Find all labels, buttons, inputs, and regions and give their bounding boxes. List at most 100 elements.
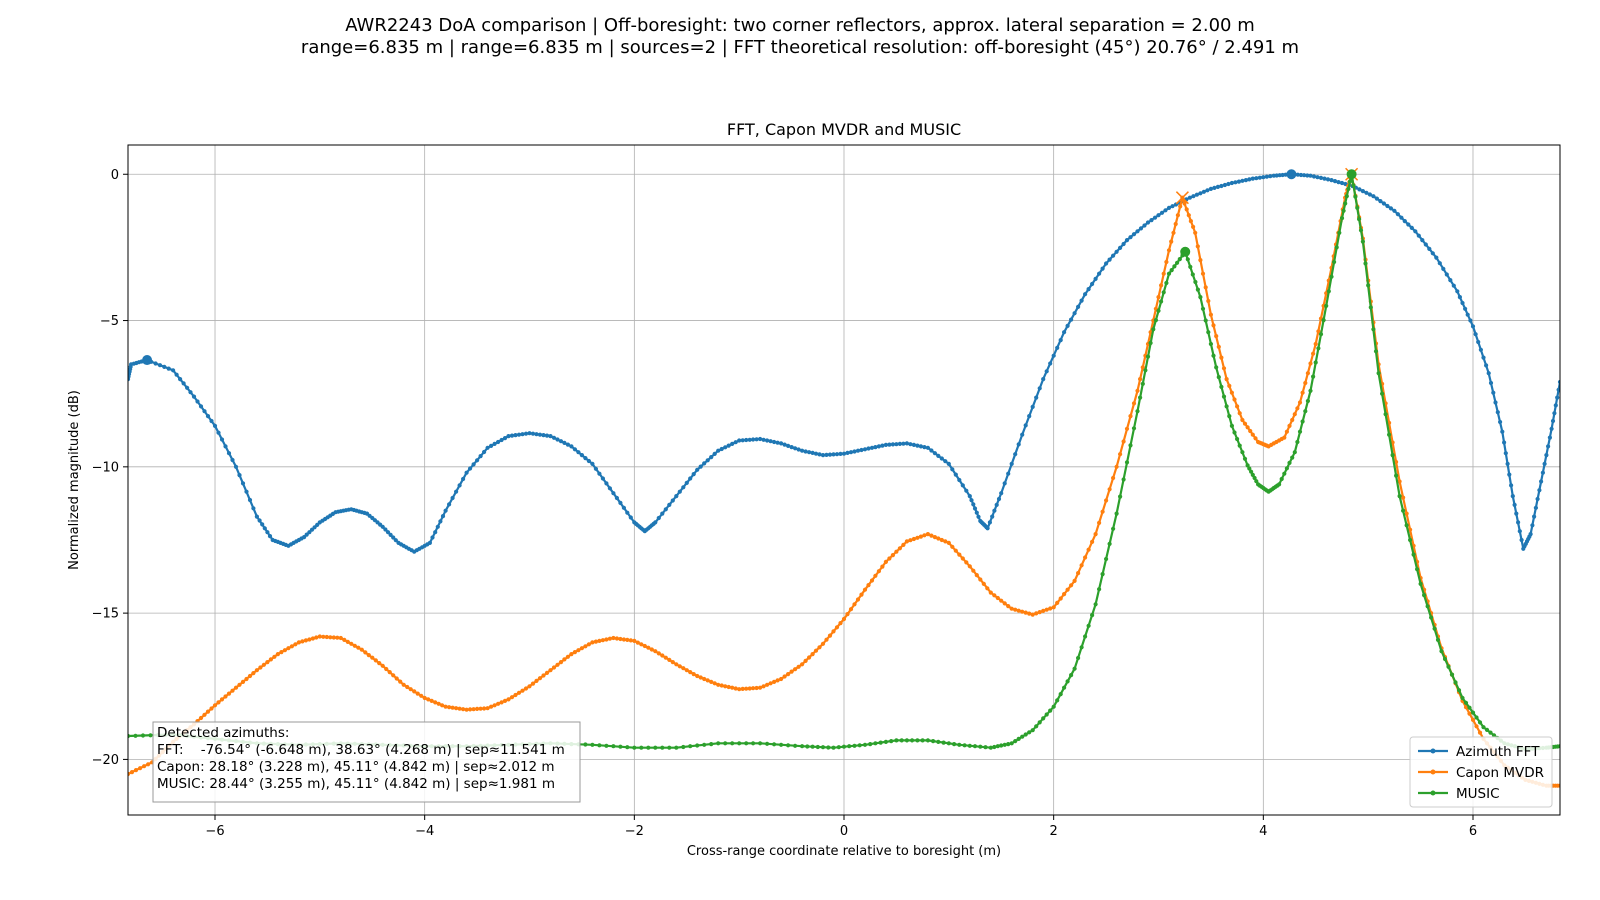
series-point xyxy=(1318,175,1324,180)
series-point xyxy=(523,686,529,691)
series-point xyxy=(1187,195,1192,200)
series-point xyxy=(198,404,204,409)
series-point xyxy=(1500,429,1505,434)
series-point xyxy=(1284,466,1289,471)
series-point xyxy=(899,738,904,743)
series-point xyxy=(862,587,868,592)
series-point xyxy=(230,457,235,463)
series-point xyxy=(1247,466,1252,471)
series-point xyxy=(1470,717,1476,723)
series-point xyxy=(667,745,672,750)
series-point xyxy=(889,739,894,744)
series-point xyxy=(383,527,388,532)
series-point xyxy=(244,489,249,494)
series-point xyxy=(1076,571,1081,576)
series-point xyxy=(709,455,714,460)
series-point xyxy=(827,633,833,638)
series-point xyxy=(356,645,361,650)
series-point xyxy=(1392,208,1397,213)
series-point xyxy=(800,662,805,667)
series-point xyxy=(289,644,294,649)
series-point xyxy=(719,446,724,452)
series-point xyxy=(1083,555,1088,560)
series-point xyxy=(1086,623,1091,628)
series-point xyxy=(866,583,871,588)
series-point xyxy=(1552,411,1557,416)
series-point xyxy=(1254,176,1259,181)
series-point xyxy=(628,638,633,643)
series-point xyxy=(1243,178,1248,183)
series-point xyxy=(841,451,847,456)
series-point xyxy=(544,433,550,438)
series-point xyxy=(901,542,906,548)
series-point xyxy=(146,762,151,767)
series-point xyxy=(548,434,553,439)
series-point xyxy=(541,433,546,438)
series-point xyxy=(981,581,986,587)
series-point xyxy=(1423,242,1428,247)
series-point xyxy=(1156,308,1161,313)
series-point xyxy=(401,682,406,687)
annotation-line-fft: FFT: -76.54° (-6.648 m), 38.63° (4.268 m… xyxy=(157,742,565,758)
series-point xyxy=(1051,605,1056,610)
series-point xyxy=(660,653,665,658)
series-point xyxy=(1542,461,1547,466)
series-point xyxy=(1156,213,1161,218)
series-point xyxy=(1557,379,1560,385)
series-point xyxy=(257,518,262,523)
series-point xyxy=(1556,387,1560,392)
series-point xyxy=(1446,664,1451,669)
series-point xyxy=(230,688,235,693)
series-point xyxy=(918,534,924,539)
series-point xyxy=(551,435,557,440)
series-point xyxy=(848,450,854,455)
series-point xyxy=(551,665,557,670)
series-point xyxy=(558,439,564,444)
series-point xyxy=(649,647,654,652)
series-point xyxy=(565,442,571,447)
series-point xyxy=(1009,461,1014,466)
series-point xyxy=(1093,532,1098,537)
series-point xyxy=(1235,404,1240,409)
peak-marker xyxy=(1175,191,1189,205)
series-point xyxy=(1498,419,1503,425)
series-point xyxy=(653,649,658,654)
series-point xyxy=(1072,666,1077,671)
series-point xyxy=(883,559,889,565)
series-point xyxy=(492,703,497,708)
series-point xyxy=(237,473,242,478)
series-point xyxy=(438,519,443,524)
series-point xyxy=(1351,183,1356,188)
series-point xyxy=(656,515,661,521)
series-point xyxy=(260,522,265,527)
series-point xyxy=(1453,680,1458,685)
x-tick-label: 0 xyxy=(840,824,848,839)
series-point xyxy=(1430,251,1435,256)
series-point xyxy=(1279,476,1284,482)
series-point xyxy=(1290,417,1295,423)
series-point xyxy=(1191,194,1196,199)
series-point xyxy=(929,533,934,538)
series-point xyxy=(520,688,525,693)
series-point xyxy=(1041,377,1046,382)
series-point xyxy=(1394,473,1399,478)
series-point xyxy=(1448,278,1453,283)
series-point xyxy=(1171,230,1176,235)
series-point xyxy=(866,446,871,451)
series-point xyxy=(1111,253,1116,258)
series-point xyxy=(1360,189,1365,194)
series-point xyxy=(656,651,661,656)
series-point xyxy=(1065,323,1070,328)
series-point xyxy=(908,538,913,543)
series-point xyxy=(286,646,291,651)
series-point xyxy=(733,686,738,691)
series-point xyxy=(576,648,581,653)
series-point xyxy=(579,453,585,458)
series-point xyxy=(936,536,941,541)
series-point xyxy=(1212,185,1217,190)
series-point xyxy=(1159,299,1164,304)
series-point xyxy=(1124,238,1130,243)
series-point xyxy=(768,439,773,444)
series-point xyxy=(1397,479,1402,484)
series-point xyxy=(1390,453,1395,458)
